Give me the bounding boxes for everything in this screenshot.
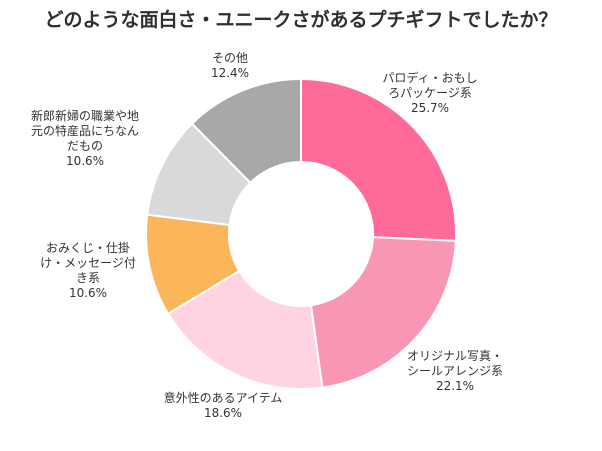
slice-value-3: 18.6% bbox=[204, 406, 242, 420]
slice-2 bbox=[309, 236, 457, 389]
slice-label-line: き系 bbox=[76, 271, 100, 285]
slice-label-line: オリジナル写真・ bbox=[407, 349, 503, 363]
slice-label-3: 意外性のあるアイテム 18.6% bbox=[164, 390, 283, 420]
slice-label-line: パロディ・おもし bbox=[382, 70, 477, 85]
slice-label-2: オリジナル写真・シールアレンジ系 22.1% bbox=[407, 349, 503, 393]
slice-label-5: 新郎新婦の職業や地元の特産品にちなんだもの 10.6% bbox=[31, 108, 139, 168]
slice-label-1: パロディ・おもしろパッケージ系 25.7% bbox=[382, 70, 477, 115]
slice-value-2: 22.1% bbox=[436, 379, 474, 393]
slice-6 bbox=[190, 77, 302, 185]
chart-title: どのような面白さ・ユニークさがあるプチギフトでしたか？ bbox=[44, 9, 558, 31]
slice-value-1: 25.7% bbox=[411, 101, 449, 115]
slice-label-line: おみくじ・仕掛 bbox=[46, 240, 130, 255]
slices-group bbox=[145, 77, 457, 390]
slice-label-6: その他 12.4% bbox=[211, 51, 249, 80]
slice-label-4: おみくじ・仕掛け・メッセージ付き系 10.6% bbox=[40, 240, 136, 300]
slice-value-6: 12.4% bbox=[211, 66, 249, 80]
slice-label-line: シールアレンジ系 bbox=[407, 364, 503, 378]
slice-label-line: 新郎新婦の職業や地 bbox=[31, 108, 139, 123]
slice-value-5: 10.6% bbox=[66, 154, 104, 168]
labels-group: パロディ・おもしろパッケージ系 25.7% オリジナル写真・シールアレンジ系 22.1… bbox=[31, 51, 503, 420]
slice-label-line: け・メッセージ付 bbox=[40, 256, 136, 270]
slice-label-line: 意外性のあるアイテム bbox=[164, 390, 283, 405]
slice-label-line: だもの bbox=[67, 139, 103, 153]
slice-3 bbox=[166, 269, 324, 390]
slice-label-line: その他 bbox=[212, 51, 248, 65]
slice-label-line: 元の特産品にちなん bbox=[31, 123, 139, 138]
slice-value-4: 10.6% bbox=[69, 286, 107, 300]
slice-label-line: ろパッケージ系 bbox=[388, 86, 472, 100]
slice-1 bbox=[300, 77, 457, 242]
